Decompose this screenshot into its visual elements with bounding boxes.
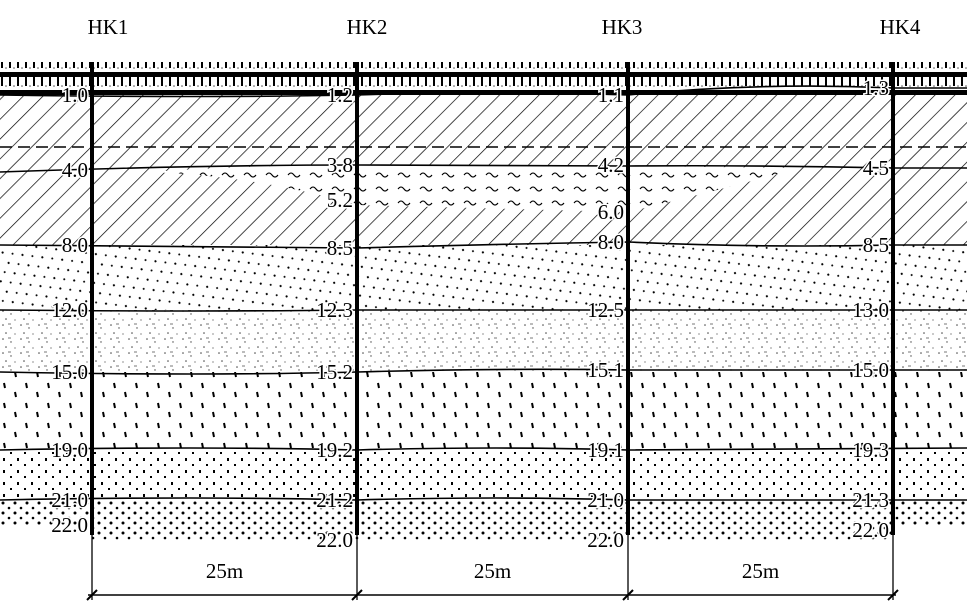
depth-label: 15.2	[316, 360, 353, 384]
boundary	[0, 241, 967, 249]
depth-label: 12.0	[51, 298, 88, 322]
depth-label: 8.0	[598, 230, 624, 254]
borehole-label: HK2	[347, 15, 388, 39]
depth-label: 15.1	[587, 358, 624, 382]
sand-layer	[0, 245, 967, 310]
depth-label: 19.3	[852, 438, 889, 462]
borehole-label: HK3	[602, 15, 643, 39]
borehole-label: HK4	[880, 15, 921, 39]
spacing-label: 25m	[474, 559, 511, 583]
depth-label: 21.0	[587, 488, 624, 512]
depth-label: 19.1	[587, 438, 624, 462]
depth-label: 1.2	[327, 83, 353, 107]
depth-label: 21.0	[51, 488, 88, 512]
dimension-mark	[622, 589, 634, 601]
depth-label: 12.5	[587, 298, 624, 322]
depth-label: 1.1	[598, 83, 624, 107]
borehole-label: HK1	[88, 15, 129, 39]
dimension-mark	[887, 589, 899, 601]
depth-label: 4.0	[62, 158, 88, 182]
depth-label: 22.0	[51, 513, 88, 537]
depth-label: 19.2	[316, 438, 353, 462]
depth-label: 5.2	[327, 188, 353, 212]
spacing-label: 25m	[206, 559, 243, 583]
coarse-sand-layer	[0, 450, 967, 500]
depth-label: 22.0	[852, 518, 889, 542]
dimension-mark	[86, 589, 98, 601]
depth-label: 8.5	[863, 233, 889, 257]
depth-label: 1.3	[863, 76, 889, 100]
depth-label: 21.3	[852, 488, 889, 512]
gravel-layer	[0, 500, 967, 540]
depth-label: 3.8	[327, 153, 353, 177]
mask	[0, 525, 92, 545]
depth-label: 8.5	[327, 236, 353, 260]
medium-sand-layer	[0, 372, 967, 450]
depth-label: 21.2	[316, 488, 353, 512]
depth-label: 4.5	[863, 156, 889, 180]
depth-label: 6.0	[598, 200, 624, 224]
fill-layer	[0, 62, 967, 95]
depth-label: 1.0	[62, 83, 88, 107]
depth-label: 15.0	[51, 360, 88, 384]
spacing-label: 25m	[742, 559, 779, 583]
silt-lens	[150, 165, 800, 212]
fine-sand-layer	[0, 310, 967, 372]
boundary	[0, 85, 967, 98]
depth-label: 12.3	[316, 298, 353, 322]
depth-label: 22.0	[316, 528, 353, 552]
depth-label: 19.0	[51, 438, 88, 462]
depth-label: 13.0	[852, 298, 889, 322]
dimension-mark	[351, 589, 363, 601]
depth-label: 4.2	[598, 153, 624, 177]
depth-label: 22.0	[587, 528, 624, 552]
layers	[0, 62, 967, 545]
depth-label: 15.0	[852, 358, 889, 382]
boundary	[0, 309, 967, 312]
mask	[893, 525, 967, 545]
depth-label: 8.0	[62, 233, 88, 257]
